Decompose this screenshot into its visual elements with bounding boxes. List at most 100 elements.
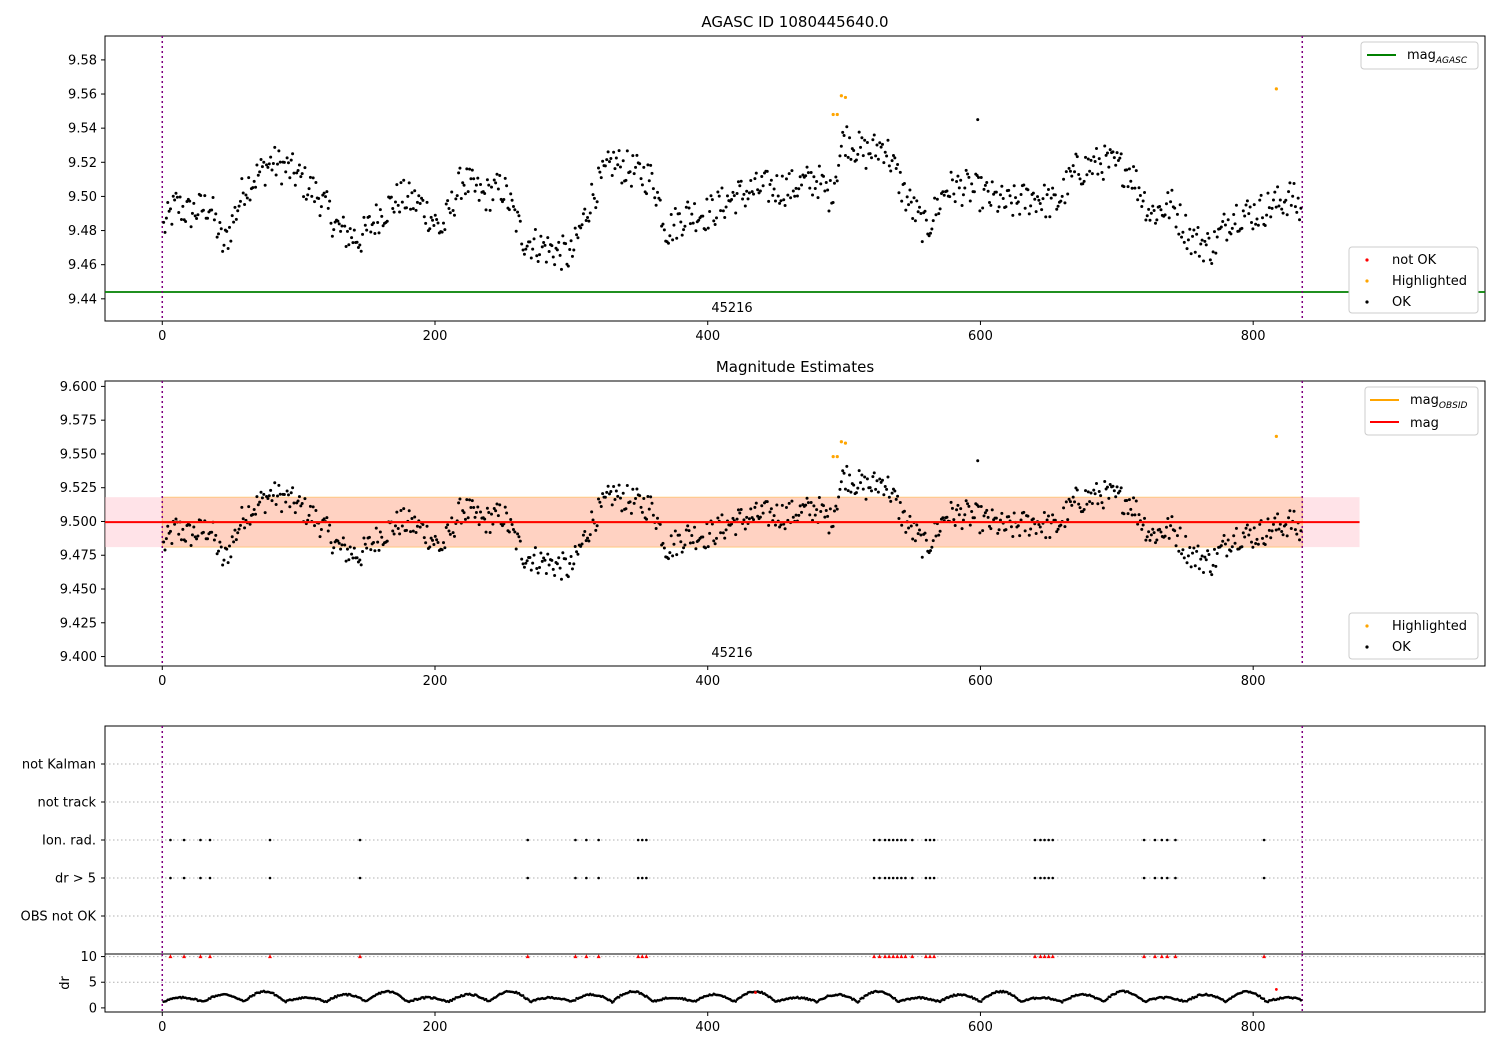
ok-point (274, 173, 278, 177)
ok-point (332, 228, 336, 232)
flag-point (645, 876, 648, 880)
ok-point (1173, 529, 1177, 533)
dr-clipped-marker (1165, 954, 1170, 959)
ok-point (472, 177, 476, 181)
ok-point (240, 505, 244, 509)
ok-point (466, 190, 470, 194)
ok-point (849, 490, 853, 494)
dr-clipped-marker (899, 954, 904, 959)
dr-clipped-marker (584, 954, 589, 959)
ok-point (874, 487, 878, 491)
ok-point (573, 545, 577, 549)
ok-point (308, 175, 312, 179)
ok-point (686, 200, 690, 204)
ok-point (524, 247, 528, 251)
ok-point (683, 224, 687, 228)
ok-point (894, 497, 898, 501)
ok-point (747, 191, 751, 195)
ok-point (1084, 155, 1088, 159)
ok-point (422, 536, 426, 540)
ok-point (898, 500, 902, 504)
ok-point (484, 530, 488, 534)
ok-point (876, 157, 880, 161)
ok-point (790, 169, 794, 173)
ok-point (613, 497, 617, 501)
ok-point (535, 566, 539, 570)
ok-point (1148, 218, 1152, 222)
ok-point (170, 542, 174, 546)
ok-point (1152, 531, 1156, 535)
ok-point (989, 527, 993, 531)
ok-point (1141, 199, 1145, 203)
ok-point (514, 229, 518, 233)
ok-point (669, 213, 673, 217)
ok-point (798, 175, 802, 179)
ok-point (1289, 203, 1293, 207)
ok-point (1055, 207, 1059, 211)
ok-point (369, 230, 373, 234)
ok-point (184, 539, 188, 543)
ok-point (470, 499, 474, 503)
flag-point (574, 876, 577, 880)
ok-point (841, 469, 845, 473)
ok-point (505, 511, 509, 515)
dr-clipped-marker (887, 954, 892, 959)
ok-point (870, 489, 874, 493)
ok-point (189, 225, 193, 229)
flag-point (574, 838, 577, 842)
dr-clipped-marker (928, 954, 932, 959)
ok-point (743, 527, 747, 531)
ok-point (196, 213, 200, 217)
ok-point (441, 221, 445, 225)
y-tick-label: 9.54 (68, 122, 97, 137)
ok-point (302, 195, 306, 199)
ok-point (646, 163, 650, 167)
ok-point (177, 532, 181, 536)
ok-point (749, 179, 753, 183)
ok-point (461, 181, 465, 185)
ok-point (790, 499, 794, 503)
ok-point (575, 233, 579, 237)
ok-point (399, 509, 403, 513)
ok-point (742, 518, 746, 522)
flag-point (1051, 876, 1055, 880)
ok-point (1243, 214, 1247, 218)
ok-point (1093, 159, 1097, 163)
ok-point (865, 141, 869, 145)
ok-point (226, 246, 230, 250)
ok-point (1177, 549, 1181, 553)
ok-point (688, 541, 692, 545)
ok-point (779, 523, 783, 527)
ok-point (559, 267, 563, 271)
ok-point (787, 501, 791, 505)
ok-point (856, 152, 860, 156)
ok-point (300, 172, 304, 176)
flag-point (1039, 876, 1042, 880)
ok-point (581, 533, 585, 537)
ok-point (885, 487, 889, 491)
ok-point (1276, 512, 1280, 516)
ok-point (832, 181, 836, 185)
ok-point (846, 489, 850, 493)
ok-point (1299, 529, 1303, 533)
ok-point (930, 227, 934, 231)
ok-point (1145, 214, 1149, 218)
ok-point (288, 505, 292, 509)
ok-point (498, 173, 502, 177)
ok-point (656, 190, 660, 194)
dr-point (893, 996, 897, 1000)
ok-point (913, 219, 917, 223)
dr-clipped-marker (1033, 954, 1037, 959)
ok-point (1211, 250, 1215, 254)
ok-point (953, 524, 957, 528)
ok-point (723, 536, 727, 540)
ok-point (498, 503, 502, 507)
ok-point (462, 511, 466, 515)
ok-point (819, 182, 823, 186)
ok-point (532, 553, 536, 557)
ok-point (1143, 191, 1147, 195)
flag-point (904, 838, 907, 842)
ok-point (536, 571, 540, 575)
ok-point (902, 509, 906, 513)
ok-point (343, 224, 347, 228)
